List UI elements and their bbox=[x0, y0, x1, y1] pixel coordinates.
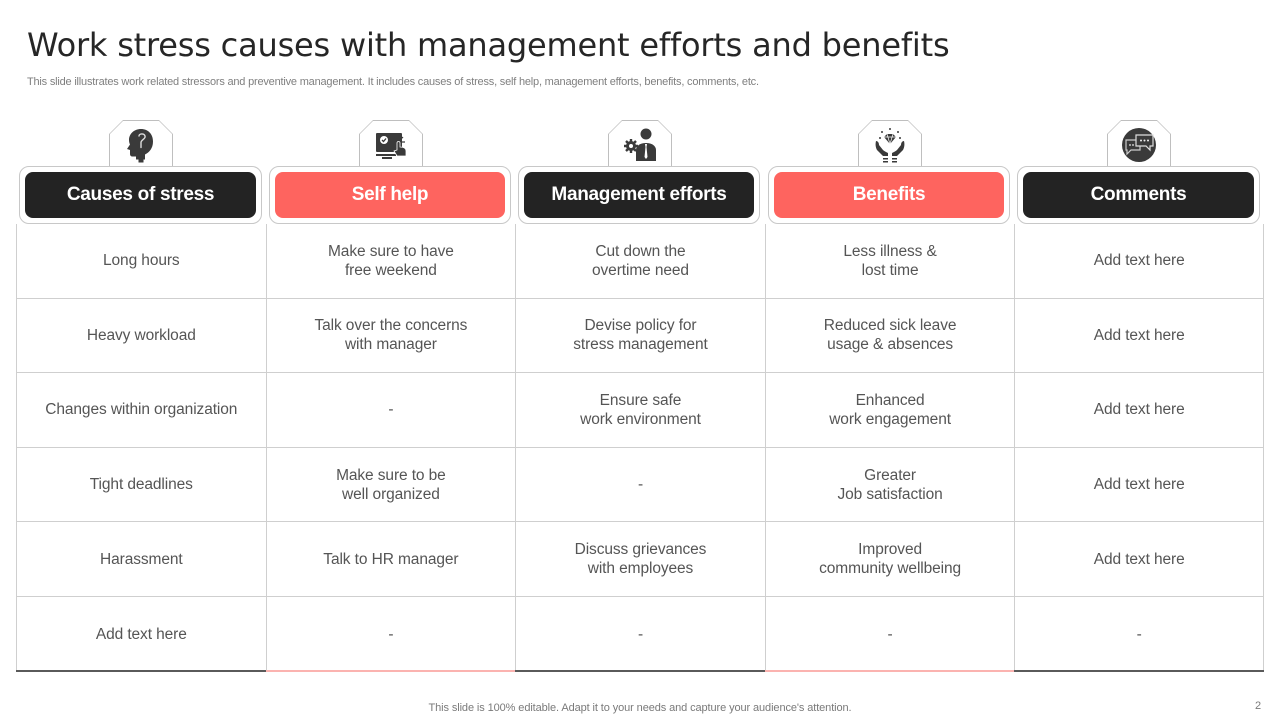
icon-row bbox=[16, 120, 1264, 170]
icon-tab-causes bbox=[109, 120, 173, 168]
cell-benefit: - bbox=[764, 596, 1015, 672]
cell-cause: Harassment bbox=[16, 522, 266, 596]
header-label: Self help bbox=[275, 172, 505, 218]
table-row: Long hours Make sure to have free weeken… bbox=[16, 224, 1264, 299]
cell-management: - bbox=[515, 596, 765, 672]
cell-comment: Add text here bbox=[1014, 298, 1264, 373]
cell-comment: Add text here bbox=[1014, 224, 1264, 298]
header-label: Comments bbox=[1023, 172, 1254, 218]
table-row: Add text here - - - - bbox=[16, 596, 1264, 672]
table-bottom-border bbox=[16, 670, 1264, 672]
cell-management: Cut down the overtime need bbox=[515, 224, 765, 298]
hands-diamond-icon bbox=[875, 128, 905, 163]
header-label: Causes of stress bbox=[25, 172, 256, 218]
cell-benefit: Less illness & lost time bbox=[764, 224, 1015, 298]
header-self-help: Self help bbox=[269, 166, 511, 224]
header-benefits: Benefits bbox=[768, 166, 1010, 224]
header-label: Benefits bbox=[774, 172, 1004, 218]
cell-benefit: Improved community wellbeing bbox=[764, 522, 1015, 596]
cell-comment: Add text here bbox=[1014, 447, 1264, 522]
cell-self-help: - bbox=[265, 596, 516, 672]
cell-comment: Add text here bbox=[1014, 373, 1264, 447]
monitor-check-touch-icon bbox=[376, 133, 407, 159]
cell-self-help: Make sure to be well organized bbox=[265, 447, 516, 522]
slide-title: Work stress causes with management effor… bbox=[27, 26, 950, 64]
table-row: Heavy workload Talk over the concerns wi… bbox=[16, 298, 1264, 374]
cell-management: - bbox=[515, 447, 765, 522]
header-label: Management efforts bbox=[524, 172, 754, 218]
cell-self-help: - bbox=[265, 373, 516, 447]
cell-cause: Tight deadlines bbox=[16, 447, 266, 522]
cell-management: Devise policy for stress management bbox=[515, 298, 765, 373]
businessman-gear-icon bbox=[624, 128, 656, 161]
icon-tab-comments bbox=[1107, 120, 1171, 168]
cell-comment: - bbox=[1014, 596, 1264, 672]
cell-benefit: Greater Job satisfaction bbox=[764, 447, 1015, 522]
cell-benefit: Reduced sick leave usage & absences bbox=[764, 298, 1015, 373]
head-question-icon bbox=[127, 129, 153, 163]
icon-tab-management bbox=[608, 120, 672, 168]
cell-cause: Heavy workload bbox=[16, 298, 266, 373]
icon-tab-benefits bbox=[858, 120, 922, 168]
cell-comment: Add text here bbox=[1014, 522, 1264, 596]
table-row: Changes within organization - Ensure saf… bbox=[16, 373, 1264, 448]
cell-management: Ensure safe work environment bbox=[515, 373, 765, 447]
cell-self-help: Make sure to have free weekend bbox=[265, 224, 516, 298]
cell-cause: Add text here bbox=[16, 596, 266, 672]
table-row: Tight deadlines Make sure to be well org… bbox=[16, 447, 1264, 523]
header-causes-of-stress: Causes of stress bbox=[19, 166, 262, 224]
cell-self-help: Talk to HR manager bbox=[265, 522, 516, 596]
slide-subtitle: This slide illustrates work related stre… bbox=[27, 76, 759, 88]
cell-management: Discuss grievances with employees bbox=[515, 522, 765, 596]
table-row: Harassment Talk to HR manager Discuss gr… bbox=[16, 522, 1264, 597]
header-management-efforts: Management efforts bbox=[518, 166, 760, 224]
cell-benefit: Enhanced work engagement bbox=[764, 373, 1015, 447]
header-row: Causes of stress Self help Management ef… bbox=[16, 166, 1264, 224]
cell-self-help: Talk over the concerns with manager bbox=[265, 298, 516, 373]
table-body: Long hours Make sure to have free weeken… bbox=[16, 224, 1264, 672]
cell-cause: Changes within organization bbox=[16, 373, 266, 447]
slide-footer: This slide is 100% editable. Adapt it to… bbox=[428, 702, 852, 714]
icon-tab-self-help bbox=[359, 120, 423, 168]
page-number: 2 bbox=[1255, 700, 1262, 712]
header-comments: Comments bbox=[1017, 166, 1260, 224]
chat-bubbles-icon bbox=[1122, 128, 1156, 162]
cell-cause: Long hours bbox=[16, 224, 266, 298]
